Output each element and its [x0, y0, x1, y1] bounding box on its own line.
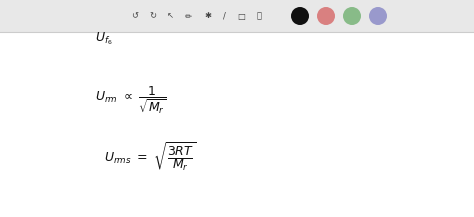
Text: $U_{rms}\ =\ \sqrt{\dfrac{3RT}{M_r}}$: $U_{rms}\ =\ \sqrt{\dfrac{3RT}{M_r}}$ — [104, 140, 196, 173]
Ellipse shape — [317, 7, 335, 25]
Ellipse shape — [369, 7, 387, 25]
Text: ✏: ✏ — [184, 12, 191, 20]
Text: $U_{rm}\ \propto\ \dfrac{1}{\sqrt{M_r}}$: $U_{rm}\ \propto\ \dfrac{1}{\sqrt{M_r}}$ — [95, 84, 166, 116]
Text: ↖: ↖ — [166, 12, 173, 20]
Ellipse shape — [343, 7, 361, 25]
Text: ✱: ✱ — [204, 12, 211, 20]
Text: $U_{f_6}$: $U_{f_6}$ — [95, 31, 112, 47]
Text: /: / — [223, 12, 226, 20]
Text: ↺: ↺ — [131, 12, 138, 20]
Text: ↻: ↻ — [149, 12, 156, 20]
Bar — [0, 0, 474, 32]
Ellipse shape — [291, 7, 309, 25]
Text: □: □ — [237, 12, 245, 20]
Text: ⛰: ⛰ — [256, 12, 262, 20]
